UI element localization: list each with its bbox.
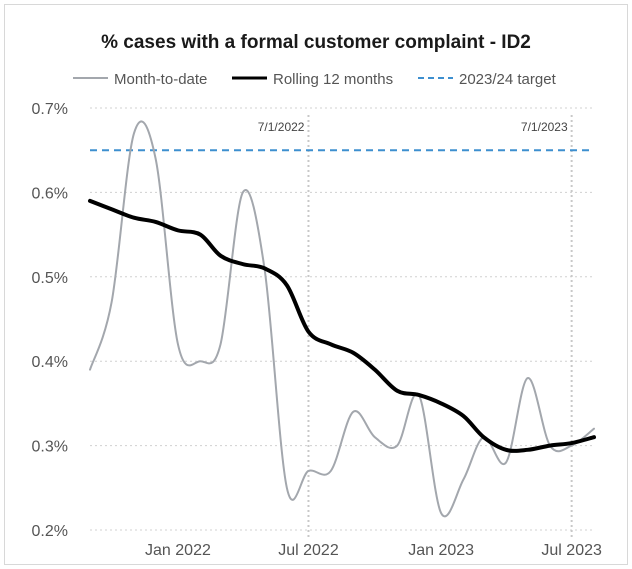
reference-line-label: 7/1/2022: [258, 120, 305, 134]
x-tick-label: Jan 2022: [145, 542, 211, 559]
chart-title: % cases with a formal customer complaint…: [101, 32, 531, 53]
series-line-month-to-date: [89, 120, 595, 518]
series-line-rolling-12-months: [88, 198, 596, 453]
y-axis-ticks: 0.2% 0.3% 0.4% 0.5% 0.6% 0.7%: [32, 101, 68, 540]
series-lines: [88, 120, 596, 518]
x-tick-label: Jan 2023: [408, 542, 474, 559]
x-axis-ticks: Jan 2022 Jul 2022 Jan 2023 Jul 2023: [145, 542, 602, 559]
y-tick-label: 0.7%: [32, 101, 68, 118]
legend: Month-to-date Rolling 12 months 2023/24 …: [73, 71, 557, 88]
y-tick-label: 0.2%: [32, 523, 68, 540]
reference-line-label: 7/1/2023: [521, 120, 568, 134]
x-tick-label: Jul 2022: [278, 542, 339, 559]
reference-lines: 7/1/2022 7/1/2023: [258, 115, 573, 540]
legend-label-target: 2023/24 target: [459, 71, 557, 88]
y-tick-label: 0.5%: [32, 270, 68, 287]
y-tick-label: 0.6%: [32, 185, 68, 202]
y-tick-label: 0.4%: [32, 354, 68, 371]
x-tick-label: Jul 2023: [541, 542, 602, 559]
y-tick-label: 0.3%: [32, 439, 68, 456]
legend-label-rolling-12-months: Rolling 12 months: [273, 71, 393, 88]
gridlines: [90, 107, 594, 531]
legend-label-month-to-date: Month-to-date: [114, 71, 207, 88]
